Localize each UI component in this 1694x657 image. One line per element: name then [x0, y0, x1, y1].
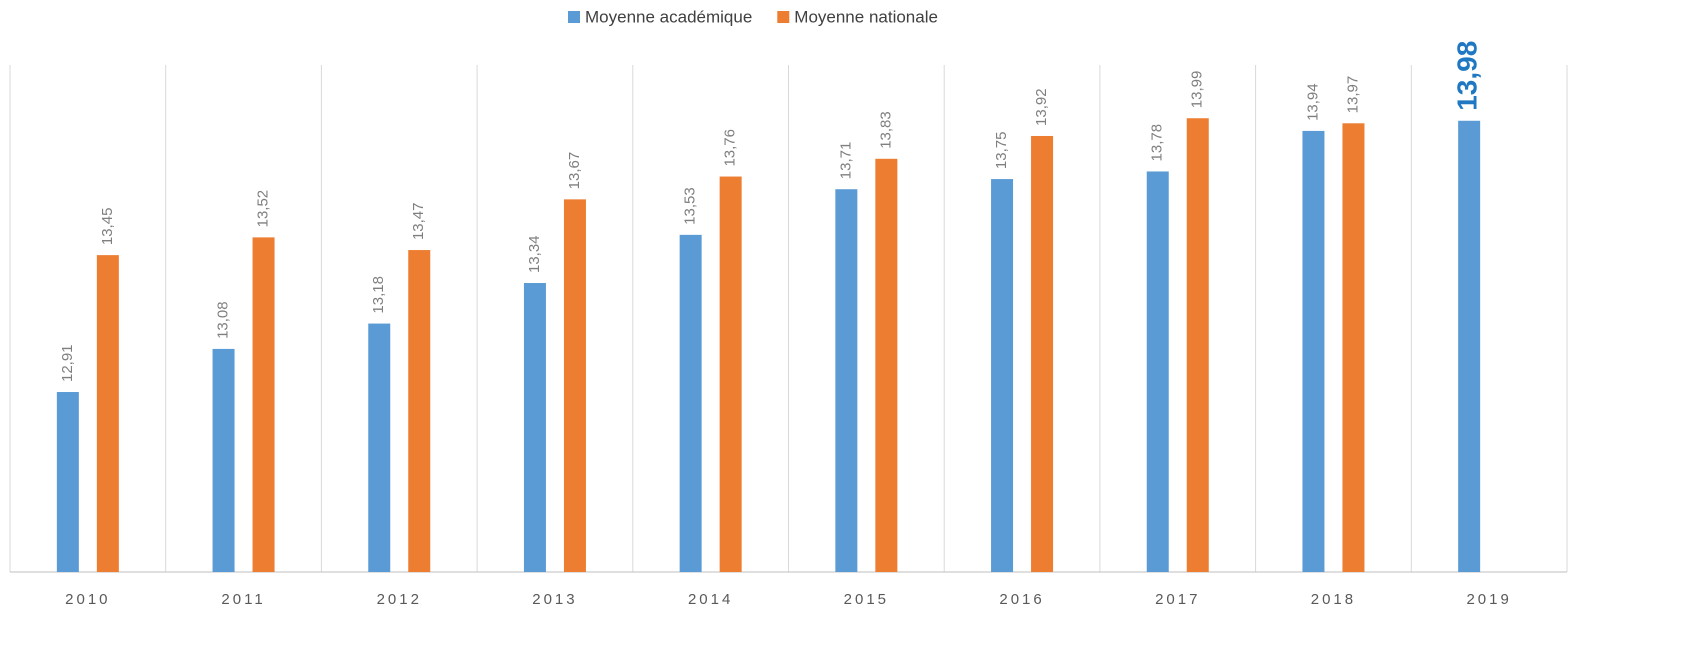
- legend-swatch: [777, 11, 790, 23]
- legend-label: Moyenne académique: [585, 7, 752, 26]
- data-label: 13,08: [215, 301, 232, 339]
- bar: [252, 237, 275, 572]
- bar: [1342, 123, 1365, 573]
- bar: [212, 348, 235, 572]
- data-label: 13,67: [566, 152, 583, 190]
- data-label: 13,18: [370, 276, 387, 314]
- bar: [835, 189, 858, 572]
- bar: [1302, 130, 1325, 572]
- x-tick-label: 2011: [221, 591, 265, 608]
- data-label: 13,52: [255, 190, 272, 228]
- bar: [563, 199, 586, 573]
- data-label: 13,78: [1149, 124, 1166, 162]
- bar: [56, 392, 79, 572]
- legend-label: Moyenne nationale: [794, 7, 938, 26]
- data-label: 13,34: [526, 235, 543, 273]
- legend-swatch: [568, 11, 580, 23]
- data-label: 13,75: [993, 132, 1010, 170]
- data-label: 13,98: [1452, 41, 1483, 111]
- data-label: 13,97: [1344, 76, 1361, 114]
- bar: [875, 158, 898, 573]
- data-label: 13,45: [99, 208, 116, 246]
- x-tick-label: 2016: [999, 591, 1044, 608]
- bar: [679, 234, 702, 572]
- data-label: 13,94: [1304, 83, 1321, 121]
- x-tick-label: 2012: [377, 591, 422, 608]
- bar: [368, 323, 391, 572]
- x-tick-label: 2014: [688, 591, 733, 608]
- bar: [1031, 135, 1054, 573]
- bar: [719, 176, 742, 573]
- x-tick-label: 2015: [844, 591, 889, 608]
- data-label: 13,83: [877, 111, 894, 149]
- data-label: 13,92: [1033, 88, 1050, 126]
- bar: [1146, 171, 1169, 572]
- x-tick-label: 2010: [65, 591, 110, 608]
- data-label: 13,71: [837, 142, 854, 180]
- bar: [523, 283, 546, 572]
- x-tick-label: 2019: [1466, 591, 1511, 608]
- x-tick-label: 2018: [1311, 591, 1356, 608]
- bar: [1186, 118, 1209, 573]
- bar: [991, 179, 1014, 572]
- bar: [408, 250, 431, 572]
- data-label: 12,91: [59, 344, 76, 382]
- x-tick-label: 2017: [1155, 591, 1200, 608]
- bar: [96, 255, 119, 572]
- data-label: 13,99: [1189, 71, 1206, 109]
- data-label: 13,47: [410, 203, 427, 241]
- data-label: 13,53: [682, 187, 699, 225]
- bar: [1458, 120, 1481, 573]
- x-tick-label: 2013: [532, 591, 577, 608]
- data-label: 13,76: [722, 129, 739, 167]
